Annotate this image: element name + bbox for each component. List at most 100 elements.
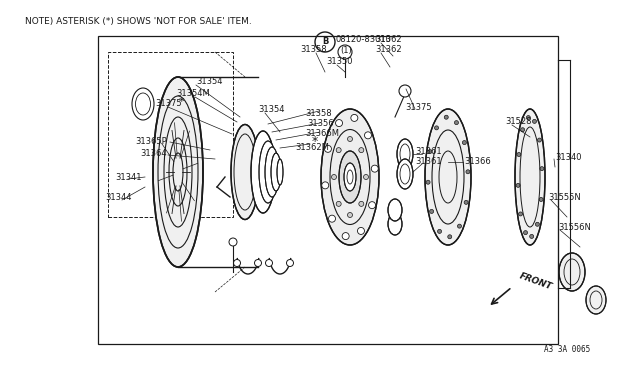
Circle shape: [369, 202, 376, 209]
Circle shape: [365, 132, 371, 139]
Circle shape: [428, 150, 432, 154]
Ellipse shape: [388, 199, 402, 221]
Circle shape: [364, 174, 369, 180]
Text: *: *: [179, 97, 184, 107]
Circle shape: [399, 85, 411, 97]
Circle shape: [234, 260, 241, 266]
Ellipse shape: [515, 109, 545, 245]
Text: 31366: 31366: [464, 157, 491, 167]
Circle shape: [371, 165, 378, 172]
Circle shape: [538, 138, 541, 142]
Circle shape: [336, 148, 341, 153]
Text: 31341: 31341: [115, 173, 141, 182]
Text: 31344: 31344: [105, 192, 131, 202]
Text: 31340: 31340: [555, 153, 582, 161]
Circle shape: [444, 115, 448, 119]
Ellipse shape: [586, 286, 606, 314]
Circle shape: [454, 121, 458, 125]
Ellipse shape: [397, 139, 413, 169]
Circle shape: [464, 201, 468, 204]
Circle shape: [328, 215, 335, 222]
Circle shape: [435, 126, 438, 130]
Circle shape: [462, 141, 467, 145]
Circle shape: [518, 212, 522, 216]
Ellipse shape: [559, 253, 585, 291]
Text: 31528: 31528: [505, 118, 531, 126]
Circle shape: [336, 201, 341, 206]
Text: 31365P: 31365P: [135, 138, 167, 147]
Circle shape: [348, 137, 353, 141]
Circle shape: [540, 167, 544, 171]
Ellipse shape: [321, 109, 379, 245]
Text: *: *: [312, 135, 318, 148]
Text: 31358: 31358: [305, 109, 332, 119]
Text: NOTE) ASTERISK (*) SHOWS 'NOT FOR SALE' ITEM.: NOTE) ASTERISK (*) SHOWS 'NOT FOR SALE' …: [25, 17, 252, 26]
Text: 31361: 31361: [415, 148, 442, 157]
Text: 31362M: 31362M: [295, 142, 329, 151]
Text: FRONT: FRONT: [518, 272, 553, 292]
Text: A3 3A 0065: A3 3A 0065: [544, 345, 590, 354]
Circle shape: [448, 235, 452, 239]
Text: 31366M: 31366M: [305, 129, 339, 138]
Circle shape: [229, 238, 237, 246]
Bar: [98, 36, 558, 344]
Circle shape: [348, 212, 353, 218]
Circle shape: [524, 231, 527, 235]
Ellipse shape: [251, 131, 275, 213]
Circle shape: [530, 234, 534, 238]
Circle shape: [359, 201, 364, 206]
Ellipse shape: [339, 151, 361, 203]
Circle shape: [520, 128, 525, 132]
Ellipse shape: [265, 147, 279, 197]
Circle shape: [351, 115, 358, 121]
Circle shape: [324, 145, 332, 152]
Text: 31555N: 31555N: [548, 192, 580, 202]
Text: 31354M: 31354M: [176, 90, 210, 99]
Circle shape: [466, 170, 470, 174]
Circle shape: [539, 198, 543, 202]
Text: 31375: 31375: [155, 99, 182, 109]
Circle shape: [342, 232, 349, 240]
Ellipse shape: [425, 109, 471, 245]
Text: 31350: 31350: [326, 58, 353, 67]
Circle shape: [516, 183, 520, 187]
Circle shape: [358, 227, 364, 234]
Text: B: B: [322, 38, 328, 46]
Circle shape: [536, 222, 540, 226]
Circle shape: [532, 119, 536, 124]
Ellipse shape: [271, 153, 281, 191]
Bar: [108, 52, 233, 217]
Circle shape: [438, 230, 442, 233]
Ellipse shape: [153, 77, 203, 267]
Circle shape: [338, 45, 352, 59]
Circle shape: [322, 182, 329, 189]
Text: 31354: 31354: [196, 77, 223, 87]
Circle shape: [332, 174, 337, 180]
Ellipse shape: [388, 213, 402, 235]
Circle shape: [426, 180, 430, 184]
Circle shape: [458, 224, 461, 228]
Ellipse shape: [397, 159, 413, 189]
Text: 31556N: 31556N: [558, 222, 591, 231]
Ellipse shape: [259, 141, 277, 203]
Text: (1): (1): [340, 45, 352, 55]
Text: 31364: 31364: [140, 150, 166, 158]
Circle shape: [335, 119, 342, 126]
Ellipse shape: [231, 125, 259, 219]
Circle shape: [287, 260, 294, 266]
Circle shape: [429, 209, 434, 214]
Text: 31362: 31362: [375, 45, 402, 55]
Circle shape: [517, 153, 521, 157]
Ellipse shape: [277, 159, 283, 185]
Circle shape: [255, 260, 262, 266]
Circle shape: [359, 148, 364, 153]
Text: 31362: 31362: [375, 35, 402, 45]
Text: 31358: 31358: [300, 45, 326, 55]
Ellipse shape: [344, 163, 356, 191]
Circle shape: [266, 260, 273, 266]
Text: 31375: 31375: [405, 103, 431, 112]
Circle shape: [526, 116, 531, 119]
Text: 31354: 31354: [258, 106, 285, 115]
Text: 31356: 31356: [307, 119, 333, 128]
Text: 31361: 31361: [415, 157, 442, 167]
